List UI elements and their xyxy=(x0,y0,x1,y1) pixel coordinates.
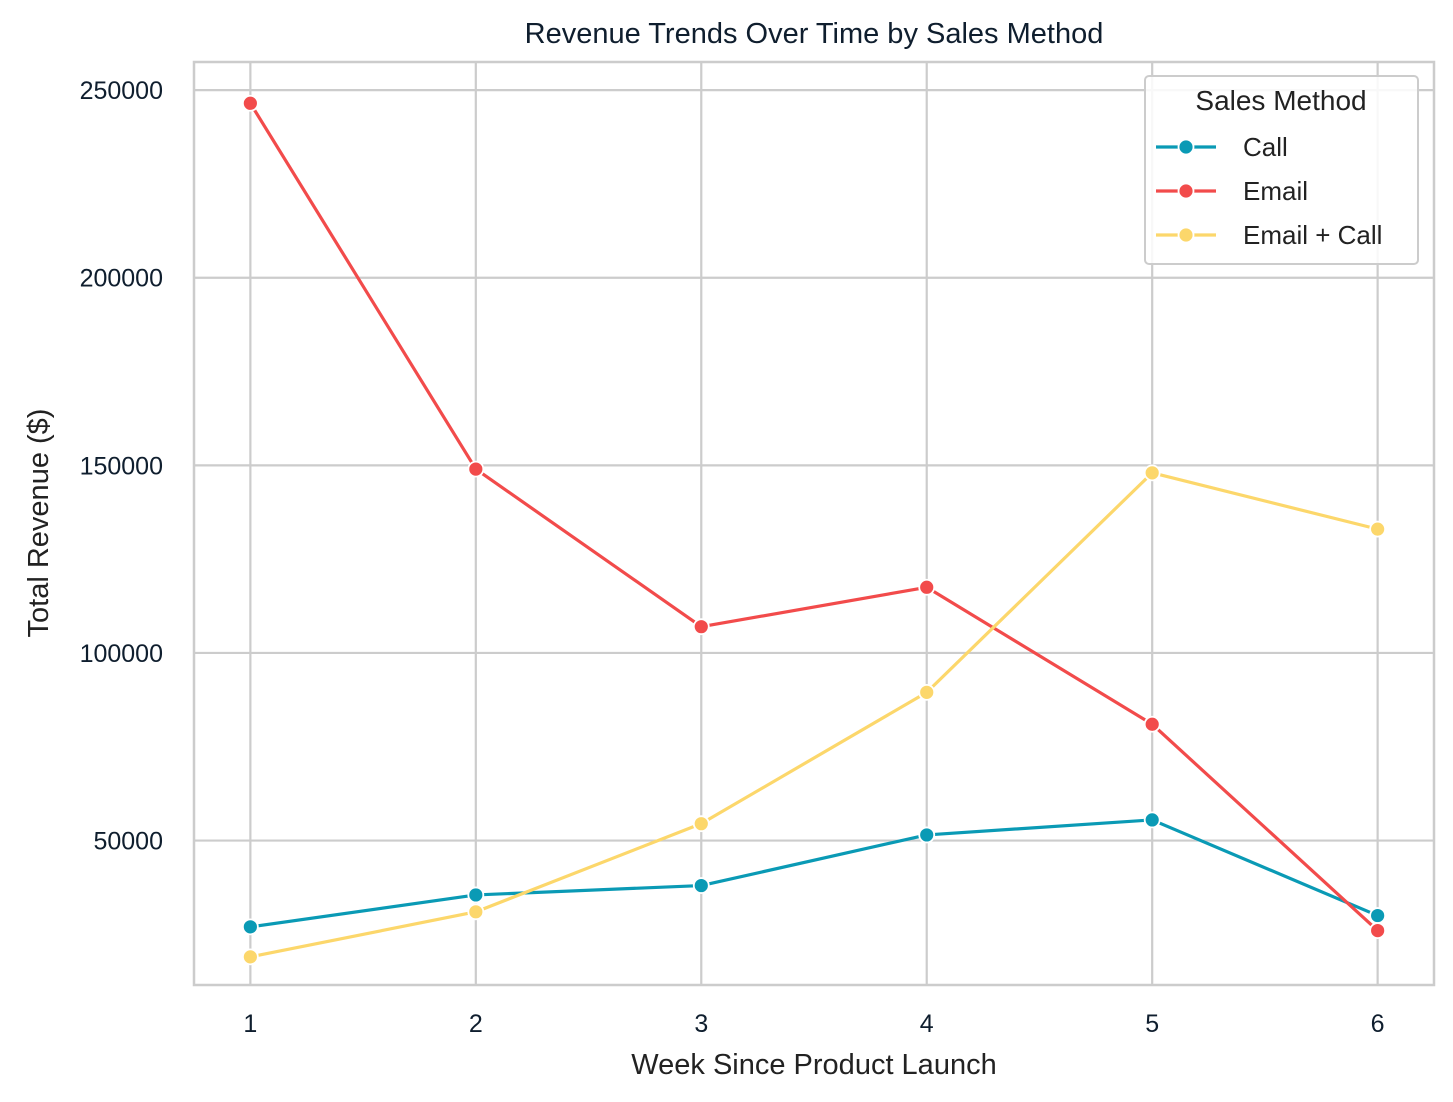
series-line-email-call xyxy=(248,471,1380,959)
x-tick-label: 6 xyxy=(1371,1010,1385,1038)
y-axis-label: Total Revenue ($) xyxy=(23,409,55,638)
data-point-email-call xyxy=(241,948,259,966)
x-tick-label: 1 xyxy=(243,1010,257,1038)
x-tick-label: 3 xyxy=(694,1010,708,1038)
legend-swatch-marker xyxy=(1177,226,1195,244)
data-point-email xyxy=(241,94,259,112)
x-axis-label: Week Since Product Launch xyxy=(631,1049,996,1081)
data-point-email xyxy=(467,460,485,478)
y-tick-label: 150000 xyxy=(80,452,163,480)
series-call xyxy=(241,811,1387,936)
legend-label: Email + Call xyxy=(1243,220,1382,250)
series-email-call xyxy=(241,464,1387,966)
y-tick-label: 200000 xyxy=(80,265,163,293)
data-point-email-call xyxy=(1369,520,1387,538)
data-point-call xyxy=(1143,811,1161,829)
legend: Sales Method Call Email Email + Call xyxy=(1144,75,1419,265)
data-point-email-call xyxy=(918,683,936,701)
series-layer xyxy=(241,94,1387,966)
data-point-call xyxy=(241,918,259,936)
y-tick-label: 50000 xyxy=(93,828,163,856)
legend-box xyxy=(1144,75,1419,265)
series-email xyxy=(241,94,1387,939)
data-point-call xyxy=(1369,907,1387,924)
data-point-email-call xyxy=(692,815,710,833)
data-point-email xyxy=(918,578,936,596)
data-point-email xyxy=(1143,715,1161,733)
series-line-call xyxy=(248,818,1380,929)
legend-label: Call xyxy=(1243,132,1288,162)
x-tick-label: 2 xyxy=(469,1010,483,1038)
data-point-call xyxy=(918,826,936,844)
data-point-email xyxy=(692,618,710,636)
legend-item-call: Call xyxy=(1156,132,1288,162)
data-point-email-call xyxy=(467,903,485,921)
chart-title: Revenue Trends Over Time by Sales Method xyxy=(525,18,1104,50)
legend-swatch-marker xyxy=(1177,182,1195,200)
x-tick-labels: 1 2 3 4 5 6 xyxy=(243,1010,1384,1038)
data-point-call xyxy=(467,886,485,904)
legend-item-email-call: Email + Call xyxy=(1156,220,1382,250)
plot-frame xyxy=(192,60,1436,987)
series-line-email xyxy=(248,101,1380,933)
data-point-email xyxy=(1369,922,1387,939)
x-tick-label: 5 xyxy=(1145,1010,1159,1038)
x-tick-label: 4 xyxy=(920,1010,934,1038)
legend-items: Call Email Email + Call xyxy=(1156,132,1382,250)
y-tick-label: 250000 xyxy=(80,77,163,105)
y-tick-label: 100000 xyxy=(80,640,163,668)
legend-label: Email xyxy=(1243,176,1308,206)
legend-item-email: Email xyxy=(1156,176,1308,206)
data-point-email-call xyxy=(1143,464,1161,482)
legend-swatch-marker xyxy=(1177,138,1195,156)
legend-title: Sales Method xyxy=(1195,85,1366,116)
y-tick-labels: 50000 100000 150000 200000 250000 xyxy=(80,77,163,855)
data-point-call xyxy=(692,877,710,894)
